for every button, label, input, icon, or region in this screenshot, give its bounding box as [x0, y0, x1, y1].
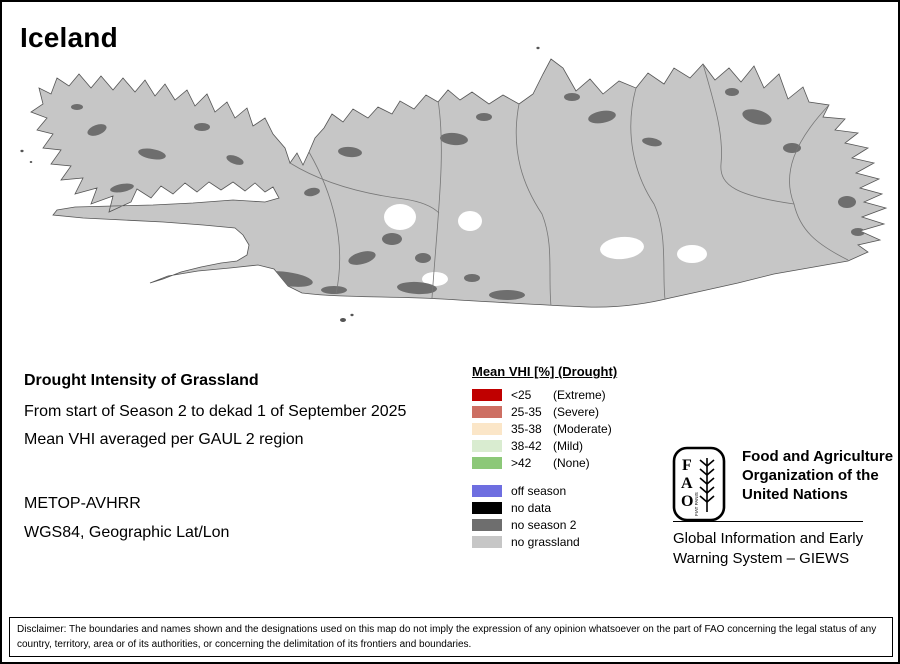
legend-label: no data: [511, 500, 552, 515]
legend-item-severe: 25-35 (Severe): [472, 403, 617, 420]
region-boundaries: [289, 63, 849, 307]
fao-logo-motto: FIAT PANIS: [694, 492, 699, 516]
iceland-coastline: [30, 58, 888, 308]
legend-swatch-off-season: [472, 484, 502, 497]
legend-label: no grassland: [511, 534, 580, 549]
legend-status: (None): [553, 455, 590, 470]
legend-range: <25: [511, 387, 532, 402]
legend-status: (Mild): [553, 438, 583, 453]
map-subject-heading: Drought Intensity of Grassland: [24, 372, 259, 389]
legend-swatch-mild: [472, 439, 502, 452]
wheat-ear-icon: [699, 458, 715, 512]
disclaimer-box: Disclaimer: The boundaries and names sho…: [9, 617, 893, 657]
legend-item-no-data: no data: [472, 499, 617, 516]
page-title: Iceland: [20, 22, 118, 53]
legend-swatch-no-data: [472, 501, 502, 514]
iceland-landmass: [20, 46, 888, 322]
legend-swatch-none: [472, 456, 502, 469]
legend-item-off-season: off season: [472, 482, 617, 499]
legend: Mean VHI [%] (Drought) <25 (Extreme) 25-…: [472, 364, 617, 550]
legend-range: 38-42: [511, 438, 542, 453]
fao-divider: [673, 521, 863, 522]
legend-item-moderate: 35-38 (Moderate): [472, 420, 617, 437]
legend-item-no-season2: no season 2: [472, 516, 617, 533]
legend-swatch-severe: [472, 405, 502, 418]
legend-swatch-extreme: [472, 388, 502, 401]
legend-swatch-no-season2: [472, 518, 502, 531]
giews-label: Global Information and Early Warning Sys…: [673, 530, 864, 568]
legend-label: off season: [511, 483, 567, 498]
fao-name-line2: Organization of the: [742, 466, 879, 484]
fao-logo-letter-a: A: [681, 475, 693, 492]
legend-status: (Extreme): [553, 387, 606, 402]
no-season2-patches: [71, 88, 865, 300]
glacier-patches: [384, 204, 707, 286]
legend-range: 35-38: [511, 421, 542, 436]
legend-label: no season 2: [511, 517, 577, 532]
offshore-islets: [20, 46, 540, 322]
projection-label: WGS84, Geographic Lat/Lon: [24, 524, 230, 541]
legend-item-extreme: <25 (Extreme): [472, 386, 617, 403]
legend-item-mild: 38-42 (Mild): [472, 437, 617, 454]
map-aggregation-line: Mean VHI averaged per GAUL 2 region: [24, 431, 304, 448]
legend-range: 25-35: [511, 404, 542, 419]
fao-name: Food and Agriculture Organization of the…: [742, 448, 893, 504]
legend-status: (Severe): [553, 404, 600, 419]
fao-name-line1: Food and Agriculture: [742, 448, 894, 465]
legend-title: Mean VHI [%] (Drought): [472, 364, 618, 379]
map-period-line: From start of Season 2 to dekad 1 of Sep…: [24, 403, 407, 420]
legend-range: >42: [511, 455, 532, 470]
legend-swatch-no-grassland: [472, 535, 502, 548]
fao-name-line3: United Nations: [742, 485, 848, 503]
legend-item-no-grassland: no grassland: [472, 533, 617, 550]
legend-item-none: >42 (None): [472, 454, 617, 471]
fao-logo: F A O FIAT PANIS: [672, 446, 726, 522]
legend-status: (Moderate): [553, 421, 612, 436]
legend-swatch-moderate: [472, 422, 502, 435]
sensor-label: METOP-AVHRR: [24, 495, 141, 512]
fao-logo-letter-o: O: [681, 493, 693, 510]
fao-logo-letter-f: F: [682, 457, 692, 474]
